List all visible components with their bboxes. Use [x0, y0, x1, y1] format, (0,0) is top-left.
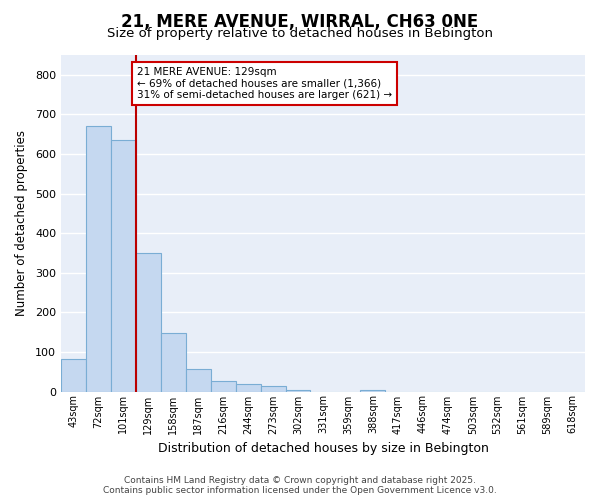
X-axis label: Distribution of detached houses by size in Bebington: Distribution of detached houses by size …	[158, 442, 488, 455]
Bar	[186, 369, 211, 392]
Bar	[361, 390, 385, 392]
Text: Size of property relative to detached houses in Bebington: Size of property relative to detached ho…	[107, 28, 493, 40]
Text: 21, MERE AVENUE, WIRRAL, CH63 0NE: 21, MERE AVENUE, WIRRAL, CH63 0NE	[121, 12, 479, 30]
Bar	[260, 386, 286, 392]
Text: 21 MERE AVENUE: 129sqm
← 69% of detached houses are smaller (1,366)
31% of semi-: 21 MERE AVENUE: 129sqm ← 69% of detached…	[137, 67, 392, 100]
Bar	[286, 390, 310, 392]
Bar	[236, 384, 260, 392]
Bar	[211, 381, 236, 392]
Y-axis label: Number of detached properties: Number of detached properties	[15, 130, 28, 316]
Bar	[161, 333, 186, 392]
Text: Contains HM Land Registry data © Crown copyright and database right 2025.
Contai: Contains HM Land Registry data © Crown c…	[103, 476, 497, 495]
Bar	[111, 140, 136, 392]
Bar	[86, 126, 111, 392]
Bar	[61, 358, 86, 392]
Bar	[136, 253, 161, 392]
